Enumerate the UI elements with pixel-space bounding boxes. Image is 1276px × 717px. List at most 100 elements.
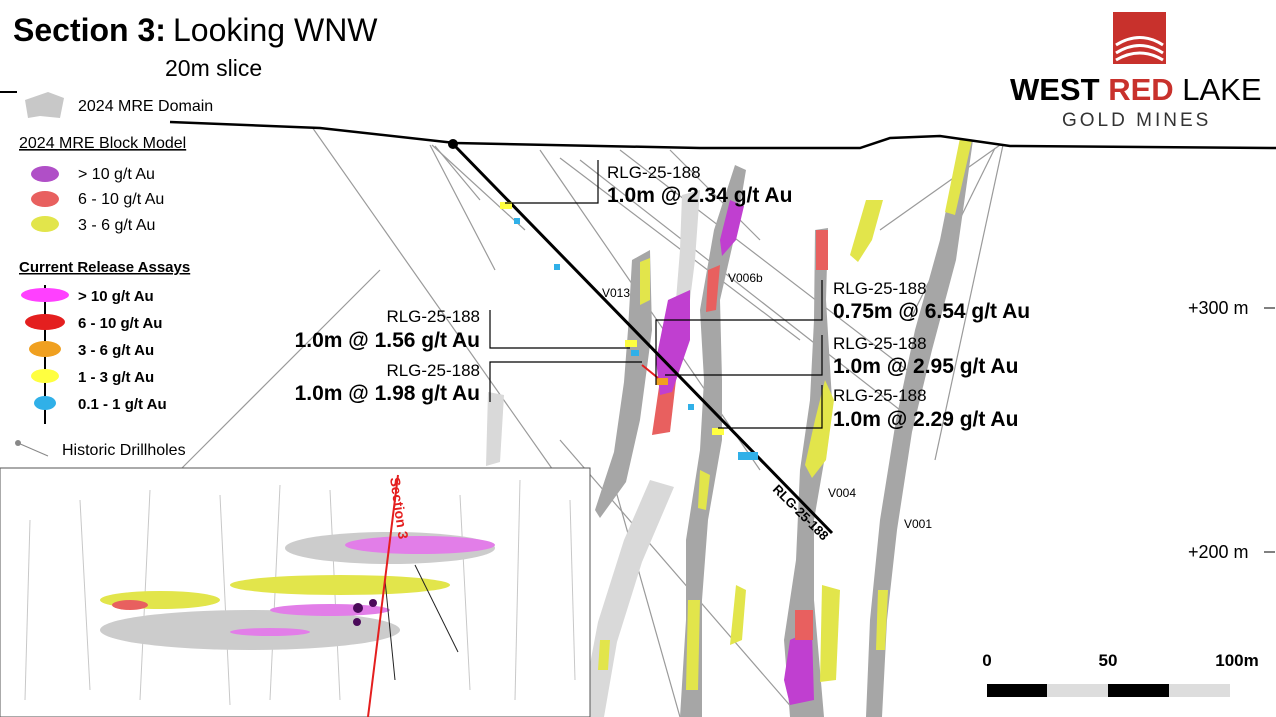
inset-hole [459,494,471,691]
scale-segment [1169,684,1230,697]
logo-word: WEST [1010,72,1100,107]
assay-3-6 [656,378,668,385]
inset-hole [384,579,396,681]
historic-hole [311,126,561,481]
block-6-10 [795,610,813,640]
scale-segment [1047,684,1108,697]
leader [655,280,823,385]
block-3-6 [640,258,650,305]
scale-segment [1108,684,1169,697]
block-3-6 [876,590,888,650]
callout-hole: RLG-25-188 [386,361,480,380]
historic-hole [179,269,381,471]
legend-heading: Current Release Assays [19,259,190,276]
legend-swatch [31,191,59,207]
callout-interval: 1.0m @ 2.95 g/t Au [833,355,1018,378]
historic-hole [559,439,801,717]
block-6-10 [816,230,828,270]
scale-segment [987,684,1047,697]
legend-swatch [25,92,64,118]
assay-1-3 [625,340,637,347]
assay-1-3 [712,428,724,435]
title-bold: Section 3: [13,12,166,48]
historic-hole [879,144,1001,231]
leader [718,385,823,429]
legend-label: 6 - 10 g/t Au [78,315,162,332]
legend-label: Historic Drillholes [62,442,186,459]
assay-low [514,218,520,224]
inset-hole [79,499,91,691]
vein [784,228,832,717]
domain-shape [676,190,700,300]
block-10 [784,630,814,705]
ground-surface [169,120,1276,150]
callout-interval: 1.0m @ 2.34 g/t Au [607,184,792,207]
block-3-6 [805,380,834,478]
inset-hole [24,519,31,701]
legend-label: > 10 g/t Au [78,166,155,183]
historic-hole [434,145,481,201]
legend-heading: 2024 MRE Block Model [19,135,186,152]
inset-assay [353,603,363,613]
callout-interval: 1.0m @ 1.98 g/t Au [295,382,480,405]
scale-label: 50 [1099,651,1118,670]
historic-hole [669,149,761,241]
vein-label: V013 [602,286,630,300]
block-3-6 [686,600,700,690]
block-10 [656,290,690,395]
vein-label: V006b [728,271,763,285]
elevation-label: +300 m [1188,298,1249,318]
inset-holes [24,479,576,706]
vein [866,140,973,717]
vein [680,165,746,717]
inset-block [345,536,495,554]
inset-hole [414,564,459,653]
legend-swatch [29,341,61,357]
logo-word: LAKE [1182,72,1261,107]
scale-label: 0 [982,651,991,670]
assay-low [738,452,758,460]
leader [489,310,630,349]
historic-hole [619,149,921,381]
logo-tagline: GOLD MINES [1062,110,1211,131]
legend-label: 0.1 - 1 g/t Au [78,396,167,413]
block-3-6 [730,585,746,645]
scale-label: 100m [1215,651,1258,670]
domain-shape [486,392,504,466]
inset-block [230,628,310,636]
drill-trace [451,142,834,535]
historic-hole [559,157,801,341]
block-10 [720,200,744,256]
leader [665,335,823,376]
callout-hole: RLG-25-188 [607,163,701,182]
historic-hole [934,144,1004,461]
block-3-6 [698,470,710,510]
assay-low [631,350,639,356]
callout-hole: RLG-25-188 [833,334,927,353]
domain-shape [580,480,674,717]
inset-hole [569,499,576,681]
inset-block [230,575,450,595]
vein-label: V001 [904,517,932,531]
callout-hole: RLG-25-188 [833,386,927,405]
legend-label: 3 - 6 g/t Au [78,342,154,359]
inset-hole [329,489,341,701]
inset-hole [219,494,231,706]
legend-swatch [31,216,59,232]
block-3-6 [850,200,883,262]
legend-swatch [17,442,49,457]
block-3-6 [945,138,972,215]
assay-6-10 [641,364,659,379]
legend-label: 2024 MRE Domain [78,98,213,115]
subtitle: 20m slice [165,55,262,81]
callout-interval: 1.0m @ 1.56 g/t Au [295,329,480,352]
vein-label: V004 [828,486,856,500]
historic-hole [431,144,526,231]
legend-label: > 10 g/t Au [78,288,154,305]
vein [595,250,652,518]
inset-assay [353,618,361,626]
logo-waves [1115,36,1164,62]
leader [489,361,642,402]
legend-label: 3 - 6 g/t Au [78,217,155,234]
